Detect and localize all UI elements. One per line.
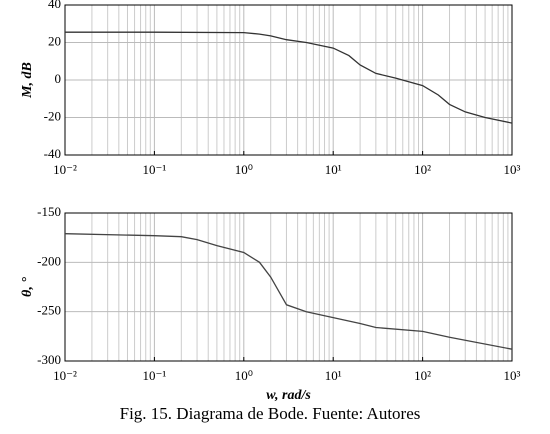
y-tick-label: -20 [44,108,61,123]
y-tick-label: -150 [37,204,61,219]
y-tick-label: 20 [48,33,61,48]
x-tick-label: 10⁻¹ [143,162,167,177]
y-tick-label: -200 [37,253,61,268]
x-tick-label: 10⁻² [53,162,77,177]
line [64,233,513,350]
y-axis-label: θ, ° [20,277,35,297]
x-tick-label: 10⁰ [235,162,253,177]
caption: Fig. 15. Diagrama de Bode. Fuente: Autor… [120,404,421,423]
plot-frame [64,4,513,156]
y-tick-label: -300 [37,352,61,367]
x-tick-label: 10⁰ [235,368,253,383]
y-tick-label: -40 [44,146,61,161]
x-tick-label: 10⁻² [53,368,77,383]
plot-frame [64,212,513,362]
x-tick-label: 10¹ [325,368,342,383]
x-tick-label: 10⁻¹ [143,368,167,383]
y-tick-label: 40 [48,0,61,11]
line [65,31,513,124]
y-tick-label: 0 [55,71,62,86]
y-axis-label: M, dB [20,62,35,99]
x-tick-label: 10³ [504,162,521,177]
y-tick-label: -250 [37,303,61,318]
x-tick-label: 10³ [504,368,521,383]
x-tick-label: 10² [414,368,431,383]
x-tick-label: 10¹ [325,162,342,177]
x-tick-label: 10² [414,162,431,177]
x-axis-label: w, rad/s [266,388,311,403]
